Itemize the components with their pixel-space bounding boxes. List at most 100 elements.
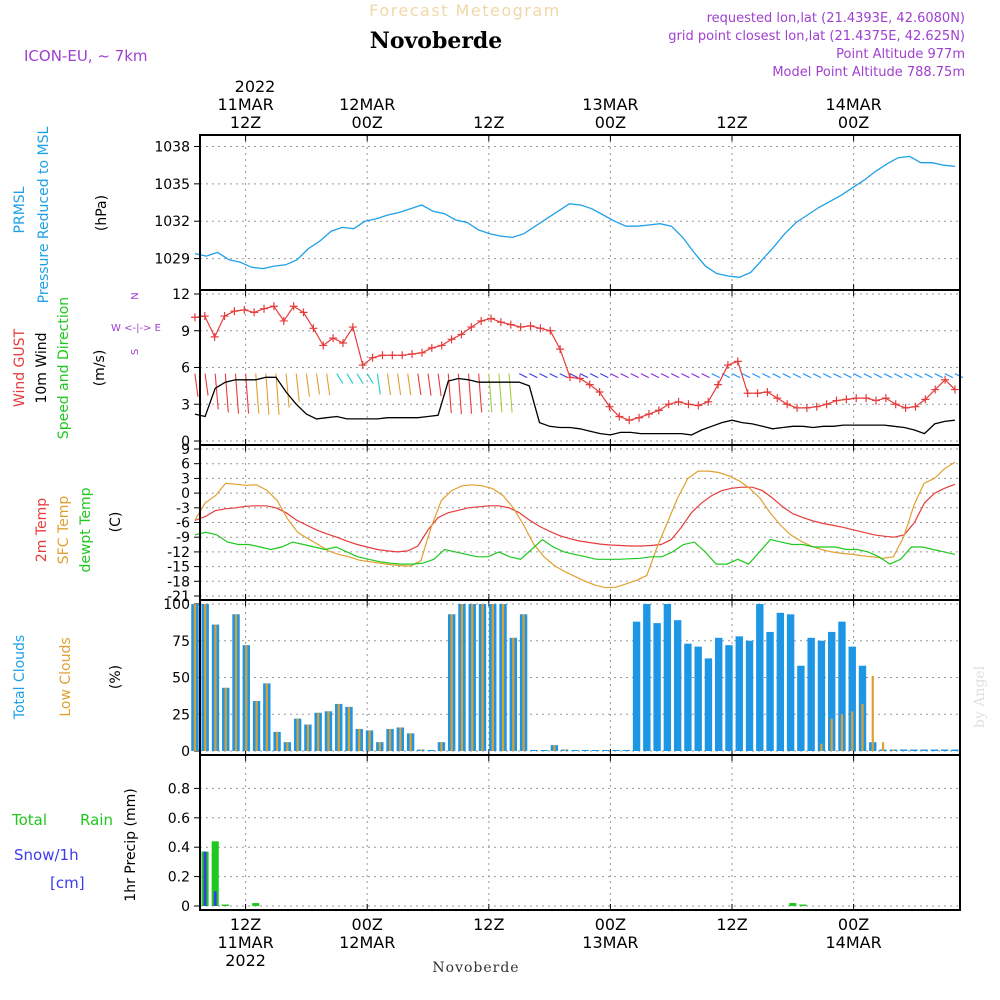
low-cloud-bar bbox=[501, 604, 505, 751]
low-cloud-bar bbox=[378, 742, 381, 751]
wind-direction-arrow bbox=[407, 373, 412, 396]
cloud-unit: (%) bbox=[108, 665, 124, 689]
bottom-time-label: 12Z bbox=[473, 915, 504, 934]
wind-ytick-label: 9 bbox=[181, 324, 190, 340]
bottom-time-label: 14MAR bbox=[825, 933, 881, 952]
gust-marker bbox=[575, 374, 584, 383]
gust-marker bbox=[595, 388, 604, 396]
wind-direction-arrow bbox=[883, 373, 893, 379]
total-cloud-bar bbox=[591, 750, 600, 751]
temp-labels: 2m Temp SFC Temp dewpt Temp (C) bbox=[34, 487, 124, 572]
gust-marker bbox=[901, 403, 910, 412]
low-cloud-bar bbox=[440, 742, 443, 751]
total-cloud-bar bbox=[715, 637, 723, 751]
gust-marker bbox=[812, 402, 821, 411]
total-precip-bar bbox=[252, 903, 260, 906]
clouds-ytick-label: 0 bbox=[181, 744, 190, 760]
top-time-label: 14MAR bbox=[825, 95, 881, 114]
total-cloud-bar bbox=[817, 640, 826, 751]
low-cloud-bar bbox=[224, 687, 227, 751]
pressure-unit: (hPa) bbox=[94, 195, 110, 231]
pressure-ytick-label: 1029 bbox=[154, 252, 190, 268]
snow-precip-bar bbox=[213, 891, 217, 906]
gust-marker bbox=[220, 312, 229, 321]
temperature-ytick-label: 3 bbox=[181, 471, 190, 487]
total-cloud-bar bbox=[612, 750, 620, 751]
gust-marker bbox=[496, 318, 505, 327]
total-cloud-bar bbox=[848, 646, 856, 751]
gust-marker bbox=[615, 412, 624, 421]
temp-label-2m: 2m Temp bbox=[34, 498, 50, 562]
low-cloud-bar bbox=[892, 749, 895, 751]
temperature-ytick-label: -15 bbox=[167, 560, 190, 576]
gust-marker bbox=[279, 316, 288, 325]
compass-n: N bbox=[130, 292, 141, 299]
gust-marker bbox=[388, 351, 397, 360]
total-cloud-bar bbox=[427, 750, 435, 751]
total-cloud-bar bbox=[530, 750, 538, 751]
top-time-label: 12MAR bbox=[339, 95, 395, 114]
low-cloud-bar bbox=[522, 614, 525, 751]
top-time-label: 00Z bbox=[838, 113, 869, 132]
wind-direction-arrow bbox=[691, 373, 700, 379]
gust-marker bbox=[319, 341, 328, 350]
gust-marker bbox=[585, 380, 594, 389]
wind-direction-arrow bbox=[893, 373, 903, 379]
gust-line bbox=[194, 305, 956, 421]
low-cloud-bar bbox=[234, 614, 238, 751]
wind-direction-arrow bbox=[610, 373, 619, 379]
wind-direction-arrow bbox=[285, 373, 290, 408]
total-cloud-bar bbox=[910, 749, 918, 751]
temp-label-dewpt: dewpt Temp bbox=[78, 487, 94, 572]
wind-direction-arrow bbox=[640, 373, 650, 379]
total-cloud-bar bbox=[745, 640, 754, 751]
top-year: 2022 bbox=[235, 77, 276, 96]
wind-direction-arrow bbox=[346, 373, 354, 384]
clouds-ytick-label: 100 bbox=[163, 597, 190, 613]
top-time-label: 12Z bbox=[473, 113, 504, 132]
total-cloud-bar bbox=[643, 604, 651, 751]
low-cloud-bar bbox=[214, 624, 217, 751]
low-cloud-bar bbox=[245, 645, 248, 751]
gust-marker bbox=[368, 353, 377, 362]
bottom-time-label: 12MAR bbox=[339, 933, 395, 952]
wind-direction-arrow bbox=[549, 373, 558, 379]
wind-direction-arrow bbox=[802, 373, 812, 379]
wind-direction-arrow bbox=[741, 373, 751, 379]
wind-direction-arrow bbox=[508, 373, 513, 413]
gust-marker bbox=[546, 326, 555, 335]
gust-marker bbox=[200, 312, 209, 321]
bottom-location: Novoberde bbox=[432, 960, 519, 976]
wind-direction-arrow bbox=[457, 373, 462, 415]
top-time-label: 12Z bbox=[230, 113, 261, 132]
precip-frame bbox=[199, 754, 961, 911]
gust-marker bbox=[447, 335, 456, 344]
precip-label-rain: Rain bbox=[80, 811, 113, 829]
gust-marker bbox=[723, 361, 732, 370]
pressure-frame bbox=[199, 134, 961, 291]
gust-marker bbox=[832, 396, 841, 405]
pressure-ytick-label: 1032 bbox=[154, 214, 190, 230]
wind-direction-arrow bbox=[782, 373, 791, 379]
low-cloud-bar bbox=[296, 718, 299, 751]
gust-marker bbox=[329, 334, 338, 343]
low-cloud-bar bbox=[851, 711, 854, 751]
total-cloud-bar bbox=[571, 750, 579, 751]
wind-direction-arrow bbox=[670, 373, 680, 379]
gust-marker bbox=[931, 385, 940, 394]
bottom-time-label: 12Z bbox=[716, 915, 747, 934]
low-cloud-bar bbox=[419, 749, 422, 751]
pressure-labels: PRMSL Pressure Reduced to MSL (hPa) bbox=[12, 126, 110, 303]
low-cloud-bar bbox=[368, 730, 371, 751]
precip-label-cm: [cm] bbox=[50, 874, 85, 892]
wind-direction-arrow bbox=[498, 373, 503, 413]
wind-ytick-label: 12 bbox=[172, 287, 190, 303]
pressure-ytick-label: 1038 bbox=[154, 139, 190, 155]
wind-direction-arrow bbox=[914, 373, 923, 379]
top-time-label: 00Z bbox=[595, 113, 626, 132]
top-label: Forecast Meteogram bbox=[369, 1, 560, 20]
gust-marker bbox=[338, 339, 347, 347]
gust-marker bbox=[654, 406, 663, 415]
wind-direction-arrow bbox=[792, 373, 802, 379]
